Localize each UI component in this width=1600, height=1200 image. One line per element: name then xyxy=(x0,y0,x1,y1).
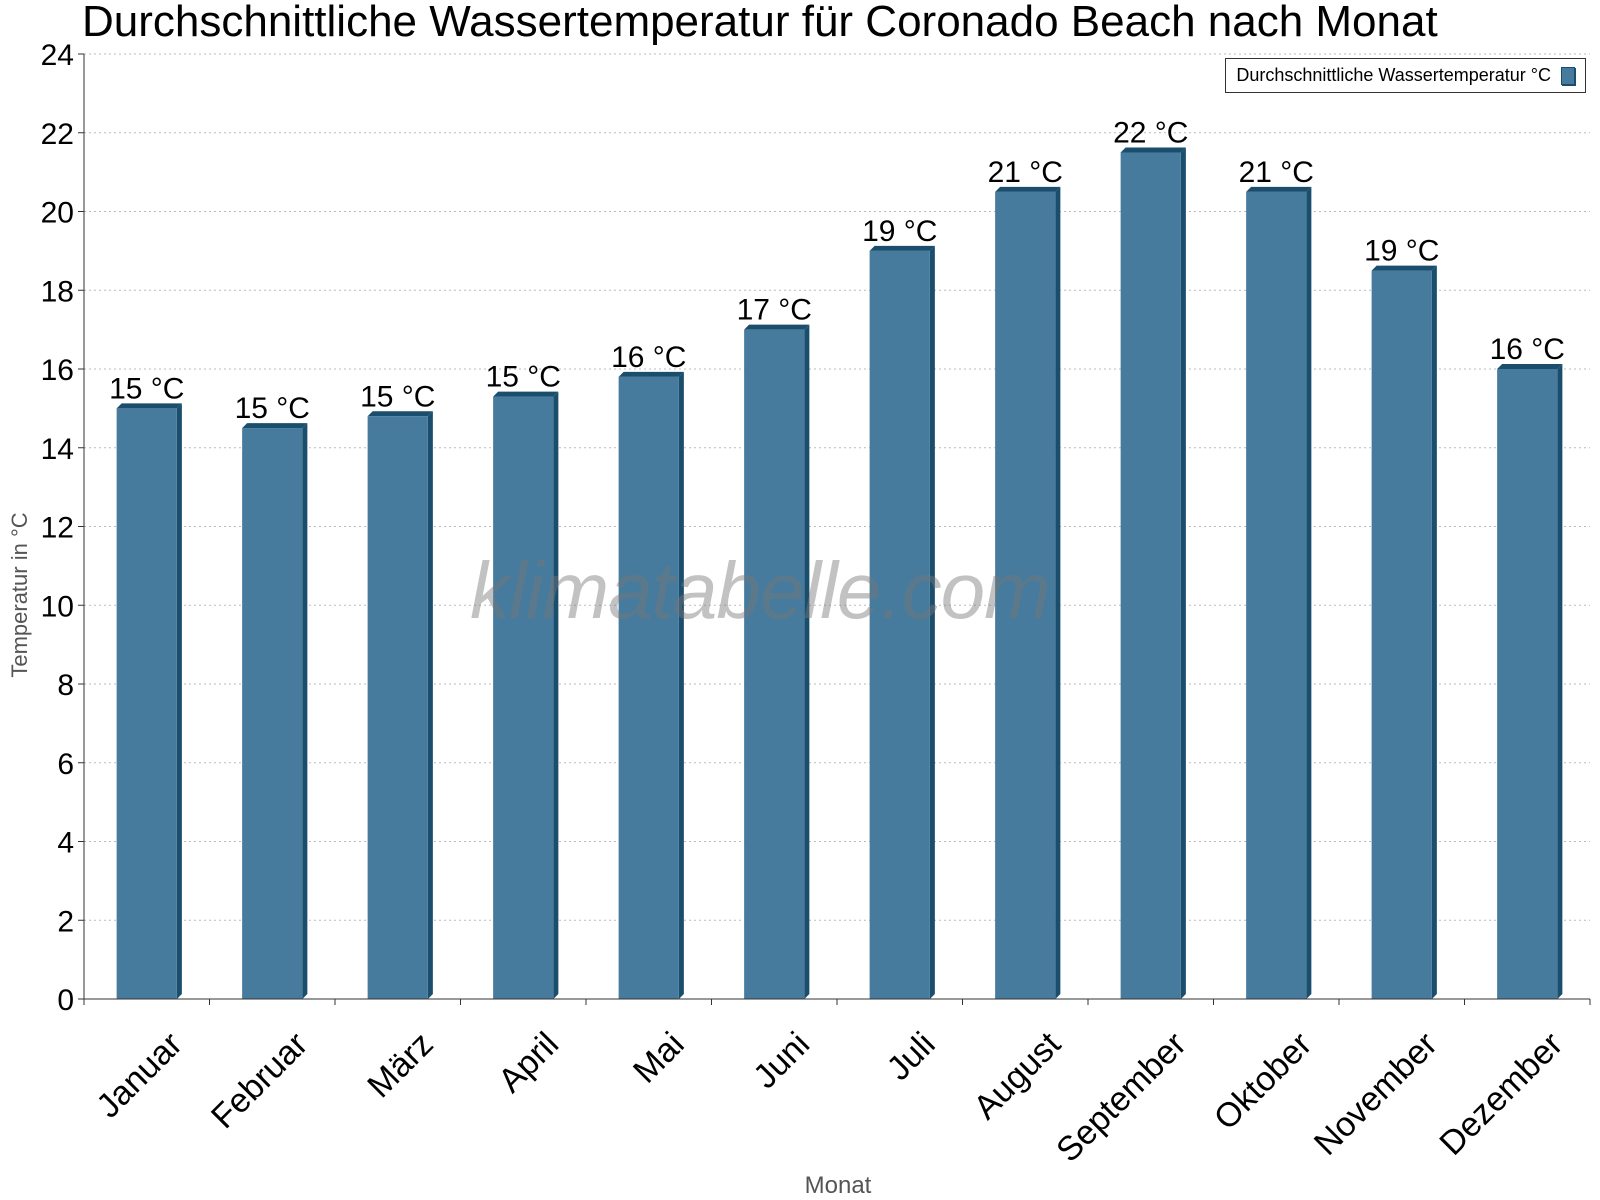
x-tick-label: August xyxy=(966,1025,1068,1127)
bar-side xyxy=(176,403,182,999)
x-tick-label: Mai xyxy=(626,1025,692,1091)
watermark-text: klimatabelle.com xyxy=(470,546,1051,635)
x-axis-label: Monat xyxy=(804,1172,872,1199)
data-label: 17 °C xyxy=(737,294,812,327)
data-label: 16 °C xyxy=(611,341,686,374)
bar xyxy=(1497,369,1558,999)
y-tick-label: 24 xyxy=(41,39,74,72)
bar xyxy=(493,396,554,999)
y-axis-label: Temperatur in °C xyxy=(7,512,32,678)
y-tick-label: 14 xyxy=(41,433,74,466)
bar-top xyxy=(1120,147,1186,153)
bar-top xyxy=(1246,186,1312,192)
bar-side xyxy=(1055,186,1061,999)
bar-side xyxy=(1306,186,1312,999)
x-tick-label: Juni xyxy=(746,1025,817,1096)
legend-label: Durchschnittliche Wassertemperatur °C xyxy=(1236,65,1551,85)
y-tick-label: 22 xyxy=(41,118,74,151)
x-tick-label: September xyxy=(1049,1025,1193,1169)
x-tick-label: Oktober xyxy=(1207,1025,1319,1137)
data-label: 15 °C xyxy=(109,372,184,405)
y-tick-label: 2 xyxy=(57,905,74,938)
y-tick-label: 10 xyxy=(41,590,74,623)
bar-top xyxy=(995,186,1061,192)
y-tick-label: 6 xyxy=(57,748,74,781)
bar-top xyxy=(1497,364,1563,369)
bar xyxy=(869,250,930,999)
bar-side xyxy=(678,371,684,999)
bar xyxy=(367,416,428,999)
bar xyxy=(242,428,303,999)
data-label: 22 °C xyxy=(1113,116,1188,149)
data-label: 15 °C xyxy=(486,361,561,394)
x-tick-label: Februar xyxy=(204,1025,315,1136)
bar-side xyxy=(1180,147,1186,999)
y-tick-label: 20 xyxy=(41,197,74,230)
x-tick-label: Dezember xyxy=(1432,1025,1570,1163)
data-label: 21 °C xyxy=(988,156,1063,189)
x-tick-label: April xyxy=(491,1025,566,1100)
bar xyxy=(618,376,679,999)
bars xyxy=(116,147,1563,999)
bar xyxy=(1120,152,1181,999)
axes xyxy=(78,53,1591,1005)
bar-top xyxy=(242,423,308,429)
bar-top xyxy=(1371,265,1437,271)
y-tick-label: 4 xyxy=(57,827,74,860)
bar xyxy=(1246,191,1307,999)
bar xyxy=(1371,270,1432,999)
bar-side xyxy=(1557,364,1563,999)
bar xyxy=(995,191,1056,999)
y-tick-label: 8 xyxy=(57,669,74,702)
data-label: 19 °C xyxy=(862,215,937,248)
data-label: 16 °C xyxy=(1490,333,1565,366)
chart-title: Durchschnittliche Wassertemperatur für C… xyxy=(82,0,1438,46)
data-label: 21 °C xyxy=(1239,156,1314,189)
y-tick-label: 0 xyxy=(57,984,74,1017)
x-tick-label: Januar xyxy=(89,1025,189,1125)
bar xyxy=(744,329,805,999)
x-tick-label: Juli xyxy=(880,1025,943,1088)
data-label: 19 °C xyxy=(1364,235,1439,268)
y-tick-label: 18 xyxy=(41,275,74,308)
bar xyxy=(116,408,177,999)
data-label: 15 °C xyxy=(235,392,310,425)
data-labels: 15 °C 15 °C 15 °C 15 °C 16 °C 17 °C 19 °C 21 °C… xyxy=(109,116,1565,425)
bar-top xyxy=(116,403,182,409)
bar-top xyxy=(367,411,433,417)
y-tick-label: 12 xyxy=(41,512,74,545)
bar-side xyxy=(804,324,810,999)
x-tick-label: März xyxy=(360,1025,440,1105)
bar-top xyxy=(618,371,684,377)
bar-top xyxy=(869,245,935,251)
bar-top xyxy=(744,324,810,330)
bar-side xyxy=(1431,265,1437,999)
legend: Durchschnittliche Wassertemperatur °C xyxy=(1225,58,1586,93)
bar-side xyxy=(553,391,559,999)
bar-top xyxy=(493,391,559,397)
x-tick-label: November xyxy=(1307,1025,1445,1163)
grid xyxy=(84,53,1590,921)
legend-swatch xyxy=(1561,66,1575,85)
bar-side xyxy=(302,423,308,999)
bar-side xyxy=(427,411,433,999)
y-tick-label: 16 xyxy=(41,354,74,387)
data-label: 15 °C xyxy=(360,380,435,413)
bar-side xyxy=(929,245,935,999)
